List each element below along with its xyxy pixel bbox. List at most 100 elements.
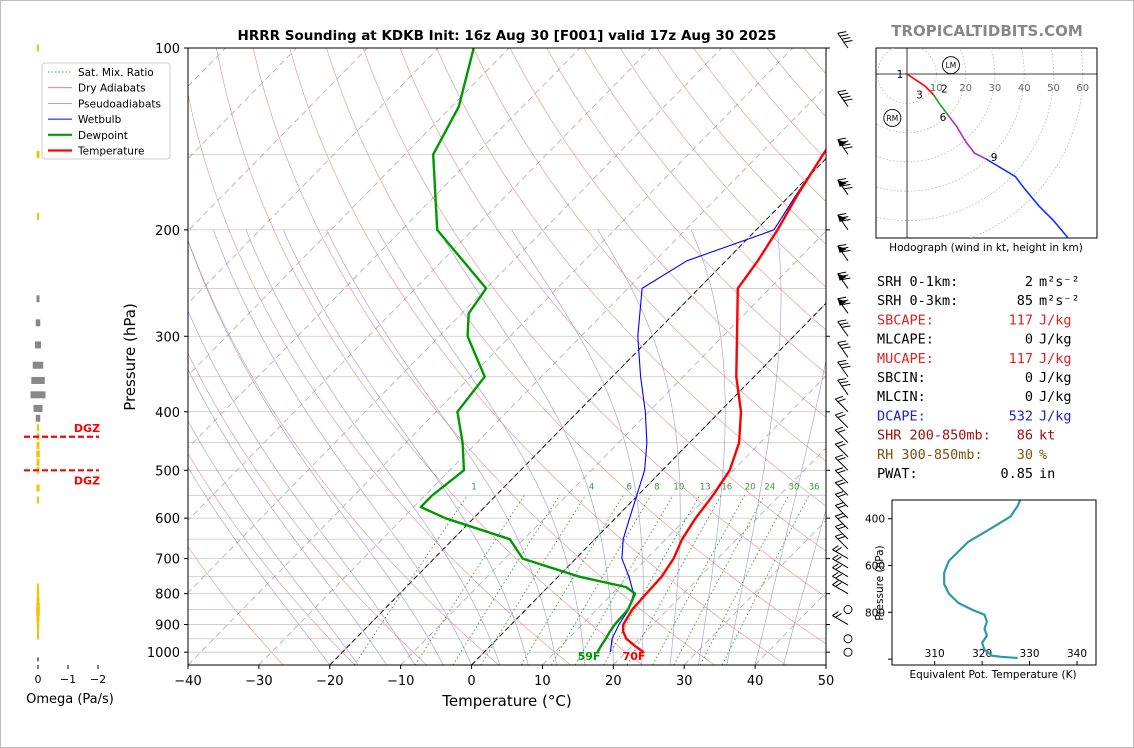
barb-flag bbox=[841, 365, 851, 369]
barb-flag bbox=[837, 493, 846, 498]
omega-bar bbox=[37, 44, 39, 52]
pseudoadiabat bbox=[326, 229, 557, 665]
omega-xlabel: Omega (Pa/s) bbox=[26, 692, 114, 707]
mixing-ratio-label: 10 bbox=[673, 483, 684, 493]
dry-adiabat bbox=[188, 92, 571, 665]
mixing-ratio-line bbox=[574, 495, 674, 665]
temperature-tick-label: −10 bbox=[387, 674, 414, 689]
theta-e-xtick-label: 330 bbox=[1020, 648, 1040, 660]
barb-flag bbox=[835, 513, 844, 517]
wind-barb bbox=[843, 634, 853, 644]
skewt-background-lines: 1 4 6 8 10 13 16 20 24 30 36 bbox=[188, 48, 826, 665]
barb-staff bbox=[832, 575, 849, 586]
barb-flag bbox=[837, 31, 847, 34]
barb-flag bbox=[839, 362, 849, 366]
barb-flag bbox=[839, 322, 849, 325]
barb-staff bbox=[834, 457, 849, 471]
omega-bar bbox=[36, 450, 40, 458]
omega-bar bbox=[37, 626, 39, 634]
pressure-tick-label: 500 bbox=[155, 464, 180, 479]
isotherm-line bbox=[258, 85, 826, 665]
calm-wind-circle bbox=[843, 634, 853, 644]
barb-staff bbox=[834, 414, 849, 429]
wind-barb bbox=[834, 533, 849, 550]
omega-bar bbox=[36, 150, 40, 158]
surface-dewpoint-label: 59F bbox=[578, 650, 601, 663]
stat-label: SBCAPE: bbox=[877, 312, 934, 328]
barb-flag bbox=[843, 146, 853, 149]
temperature-tick-label: 10 bbox=[534, 674, 551, 689]
theta-e-ylabel: Pressure (hPa) bbox=[874, 545, 886, 620]
omega-bar bbox=[37, 632, 39, 640]
barb-flag bbox=[837, 271, 847, 275]
storm-motion-label: RM bbox=[887, 114, 899, 123]
barb-staff bbox=[837, 361, 849, 378]
mixing-ratio-label: 13 bbox=[700, 483, 711, 493]
temperature-tick-label: 20 bbox=[605, 674, 622, 689]
barb-staff bbox=[834, 398, 849, 413]
barb-flag bbox=[839, 343, 849, 346]
omega-bar bbox=[37, 424, 39, 432]
omega-bar bbox=[36, 442, 40, 450]
barb-flag bbox=[835, 467, 844, 471]
isotherm-line bbox=[188, 48, 793, 665]
theta-e-frame bbox=[891, 499, 1097, 666]
wind-barb bbox=[834, 479, 849, 496]
hodograph-ring-label: 50 bbox=[1047, 83, 1060, 94]
barb-flag bbox=[837, 378, 847, 381]
brand-watermark: TROPICALTIDBITS.COM bbox=[891, 22, 1083, 40]
hodograph-ring-label: 30 bbox=[989, 83, 1002, 94]
dry-adiabat bbox=[399, 48, 826, 552]
mixing-ratio-label: 30 bbox=[789, 483, 800, 493]
wind-barb bbox=[834, 454, 849, 471]
calm-wind-circle bbox=[843, 647, 853, 657]
wind-barb bbox=[832, 545, 849, 560]
mixing-ratio-line bbox=[414, 495, 525, 665]
hodograph-trace bbox=[985, 158, 1069, 238]
isotherm-line bbox=[188, 48, 510, 377]
mixing-ratio-line bbox=[721, 495, 810, 665]
wind-barb bbox=[834, 491, 849, 508]
barb-pennant bbox=[837, 273, 847, 281]
pseudoadiabat bbox=[597, 229, 681, 665]
barb-flag bbox=[837, 340, 847, 344]
legend-label-mixing: Sat. Mix. Ratio bbox=[78, 67, 154, 79]
omega-bar bbox=[36, 615, 40, 623]
barb-flag bbox=[837, 89, 847, 93]
wind-barb bbox=[837, 378, 851, 396]
barb-staff bbox=[832, 558, 849, 569]
barb-flag bbox=[837, 319, 847, 323]
barb-staff bbox=[834, 505, 849, 519]
pseudoadiabat bbox=[188, 466, 331, 665]
barb-flag bbox=[835, 395, 844, 400]
stat-label: SBCIN: bbox=[877, 370, 926, 386]
barb-flag bbox=[841, 302, 851, 306]
wind-barb bbox=[832, 563, 849, 578]
barb-flag bbox=[841, 218, 851, 222]
barb-staff bbox=[832, 584, 849, 595]
dry-adiabat bbox=[216, 48, 643, 665]
barb-flag bbox=[832, 545, 839, 551]
omega-bar bbox=[30, 391, 46, 399]
wind-barb bbox=[834, 426, 849, 444]
omega-tick-label: −1 bbox=[60, 673, 76, 686]
barb-flag bbox=[843, 186, 853, 190]
pseudoadiabat bbox=[783, 509, 826, 665]
chart-title: HRRR Sounding at KDKB Init: 16z Aug 30 [… bbox=[238, 28, 777, 44]
omega-bar bbox=[37, 212, 39, 220]
barb-flag bbox=[835, 556, 842, 562]
hodograph-ring-label: 60 bbox=[1076, 83, 1089, 94]
wind-barb bbox=[837, 213, 851, 231]
omega-bar bbox=[37, 496, 39, 504]
barb-flag bbox=[841, 95, 851, 99]
barb-flag bbox=[835, 573, 842, 579]
barb-staff bbox=[832, 615, 849, 625]
pressure-tick-label: 400 bbox=[155, 406, 180, 421]
barb-flag bbox=[835, 411, 844, 416]
dry-adiabat bbox=[326, 48, 826, 645]
skewt-legend: Sat. Mix. Ratio Dry Adiabats Pseudoadiabat… bbox=[41, 62, 171, 160]
barb-staff bbox=[834, 470, 849, 484]
barb-flag bbox=[832, 563, 839, 569]
hodograph-ring-label: 40 bbox=[1018, 83, 1031, 94]
